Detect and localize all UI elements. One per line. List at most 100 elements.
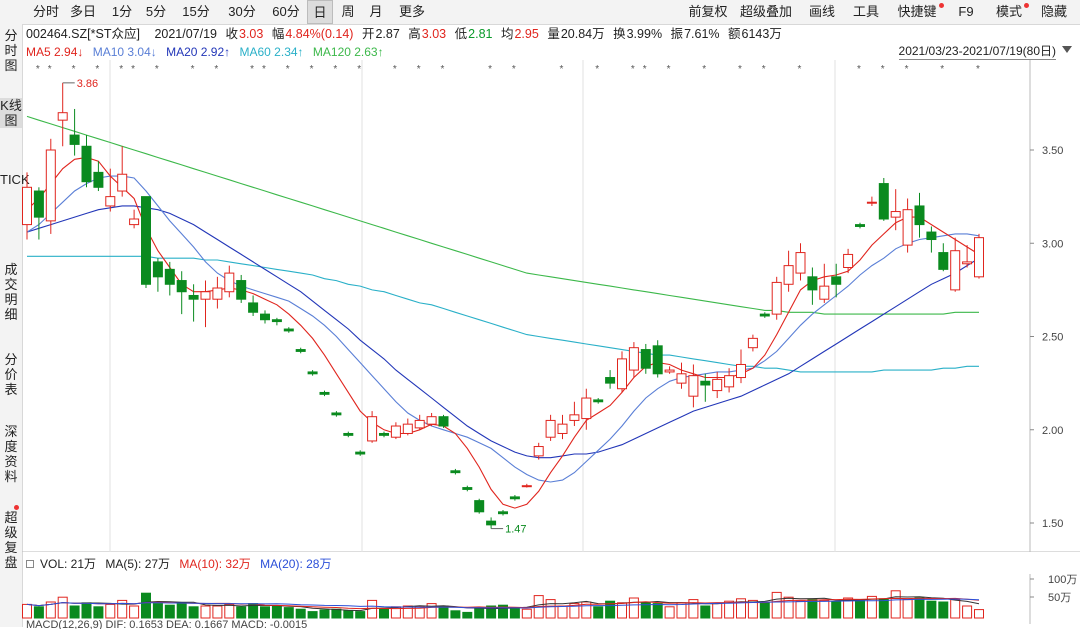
volume-bar-down xyxy=(509,607,520,619)
price-tick-label: 2.50 xyxy=(1042,332,1063,344)
candle-up xyxy=(962,261,973,265)
candle-up xyxy=(617,358,627,390)
volume-bar-down xyxy=(188,606,199,619)
volume-bar-down xyxy=(462,611,473,619)
event-star-marker: * xyxy=(131,64,135,75)
open-value: 2.87 xyxy=(375,27,400,41)
period-tab-more[interactable]: 更多 xyxy=(398,4,425,19)
chevron-down-icon[interactable] xyxy=(1062,46,1072,53)
sidebar-tab-super-replay[interactable]: 超级复盘 xyxy=(4,510,18,570)
f9-button[interactable]: F9 xyxy=(958,4,974,19)
super-overlay-button[interactable]: 超级叠加 xyxy=(739,4,792,19)
candle-up xyxy=(819,285,830,300)
sidebar-tab-trade-detail[interactable]: 成交明细 xyxy=(4,262,18,322)
candle-up xyxy=(402,423,413,434)
candle-up xyxy=(45,149,56,222)
price-tick-label: 2.00 xyxy=(1042,425,1063,437)
volume-bar-down xyxy=(593,606,604,619)
candle-down xyxy=(319,391,330,395)
event-star-marker: * xyxy=(667,64,671,75)
candle-down xyxy=(914,205,925,226)
period-tab-5min[interactable]: 5分 xyxy=(145,4,167,19)
candle-up xyxy=(212,287,223,300)
event-star-marker: * xyxy=(214,64,218,75)
period-tab-intraday[interactable]: 分时 xyxy=(32,4,59,19)
mode-button[interactable]: 模式 xyxy=(995,4,1022,19)
volume-bar-down xyxy=(343,610,354,619)
period-tab-day[interactable]: 日 xyxy=(307,0,333,24)
sidebar-tab-kline[interactable]: K线图 xyxy=(0,98,22,128)
candle-down xyxy=(926,231,937,241)
candle-up xyxy=(724,375,735,388)
period-tab-1min[interactable]: 1分 xyxy=(111,4,133,19)
volume-bar-down xyxy=(379,607,389,619)
candle-down xyxy=(700,380,711,386)
sidebar-tab-intraday[interactable]: 分时图 xyxy=(4,28,18,73)
candle-up xyxy=(664,369,675,373)
candle-up xyxy=(22,186,32,226)
volume-bar-down xyxy=(81,602,92,619)
event-star-marker: * xyxy=(762,64,766,75)
period-tab-30min[interactable]: 30分 xyxy=(228,4,256,19)
period-tab-15min[interactable]: 15分 xyxy=(182,4,210,19)
candle-up xyxy=(712,378,723,392)
volume-bar-up xyxy=(22,603,32,619)
candle-down xyxy=(141,196,151,285)
candle-down xyxy=(236,280,247,300)
event-star-marker: * xyxy=(286,64,290,75)
period-tab-60min[interactable]: 60分 xyxy=(272,4,300,19)
min-price-label: 1.47 xyxy=(505,524,526,536)
sidebar-tab-deep-data[interactable]: 深度资料 xyxy=(4,424,18,484)
volume-ma5-line xyxy=(26,596,980,612)
volume-ma20-line xyxy=(26,598,980,609)
volume-bar-up xyxy=(521,608,532,619)
price-tick-label: 1.50 xyxy=(1042,518,1063,530)
period-tab-multiday[interactable]: 多日 xyxy=(69,4,96,19)
volume-bar-up xyxy=(402,605,413,619)
ma20-legend: MA20 2.92↑ xyxy=(166,45,231,59)
kline-chart[interactable]: 3.50 3.00 2.50 2.00 1.50 3.86 1.47 * * * * * * * * * * * *… xyxy=(0,0,1080,552)
volume-bar-down xyxy=(93,606,104,619)
volume-legend: VOL: 21万 MA(5): 27万 MA(10): 32万 MA(20): … xyxy=(40,556,331,572)
event-star-marker: * xyxy=(441,64,445,75)
volume-bar-down xyxy=(700,605,711,619)
event-star-marker: * xyxy=(333,64,337,75)
event-star-marker: * xyxy=(95,64,99,75)
candle-up xyxy=(105,196,116,207)
vol-value: VOL: 21万 xyxy=(40,557,97,571)
volume-bar-down xyxy=(176,602,187,619)
volume-bar-up xyxy=(843,597,854,619)
candle-up xyxy=(117,173,128,192)
indicator-select-checkbox[interactable] xyxy=(26,560,34,568)
ma120-legend: MA120 2.63↑ xyxy=(312,45,384,59)
event-star-marker: * xyxy=(940,64,944,75)
hide-button[interactable]: 隐藏 xyxy=(1040,4,1067,19)
volume-bar-up xyxy=(795,600,806,619)
volume-bar-up xyxy=(426,603,437,619)
sidebar-tab-price-table[interactable]: 分价表 xyxy=(4,352,18,397)
volume-bar-up xyxy=(45,601,56,619)
event-star-marker: * xyxy=(595,64,599,75)
ma20-line xyxy=(26,205,980,459)
forward-adjust-button[interactable]: 前复权 xyxy=(688,4,728,19)
volume-chart[interactable]: 100万 50万 xyxy=(0,574,1080,624)
volume-label: 量 xyxy=(547,27,560,41)
macd-legend: MACD(12,26,9) DIF: 0.1653 DEA: 0.1667 MA… xyxy=(26,619,308,629)
volume-bar-up xyxy=(105,603,116,619)
period-tab-month[interactable]: 月 xyxy=(369,4,383,19)
change-label: 幅 xyxy=(271,27,285,41)
volume-bar-down xyxy=(307,611,318,619)
quote-date: 2021/07/19 xyxy=(154,27,217,41)
candle-down xyxy=(807,276,818,291)
tools-button[interactable]: 工具 xyxy=(852,4,879,19)
volume-bar-up xyxy=(676,602,687,619)
candle-down xyxy=(652,345,663,375)
turnover-label: 换 xyxy=(613,27,626,41)
candle-up xyxy=(129,218,140,226)
candle-down xyxy=(248,302,259,313)
shortcut-button[interactable]: 快捷键 xyxy=(897,4,937,19)
date-range-selector[interactable]: 2021/03/23-2021/07/19(80日) xyxy=(898,44,1056,60)
draw-line-button[interactable]: 画线 xyxy=(808,4,835,19)
period-tab-week[interactable]: 周 xyxy=(341,4,355,19)
volume-bar-up xyxy=(783,596,794,619)
